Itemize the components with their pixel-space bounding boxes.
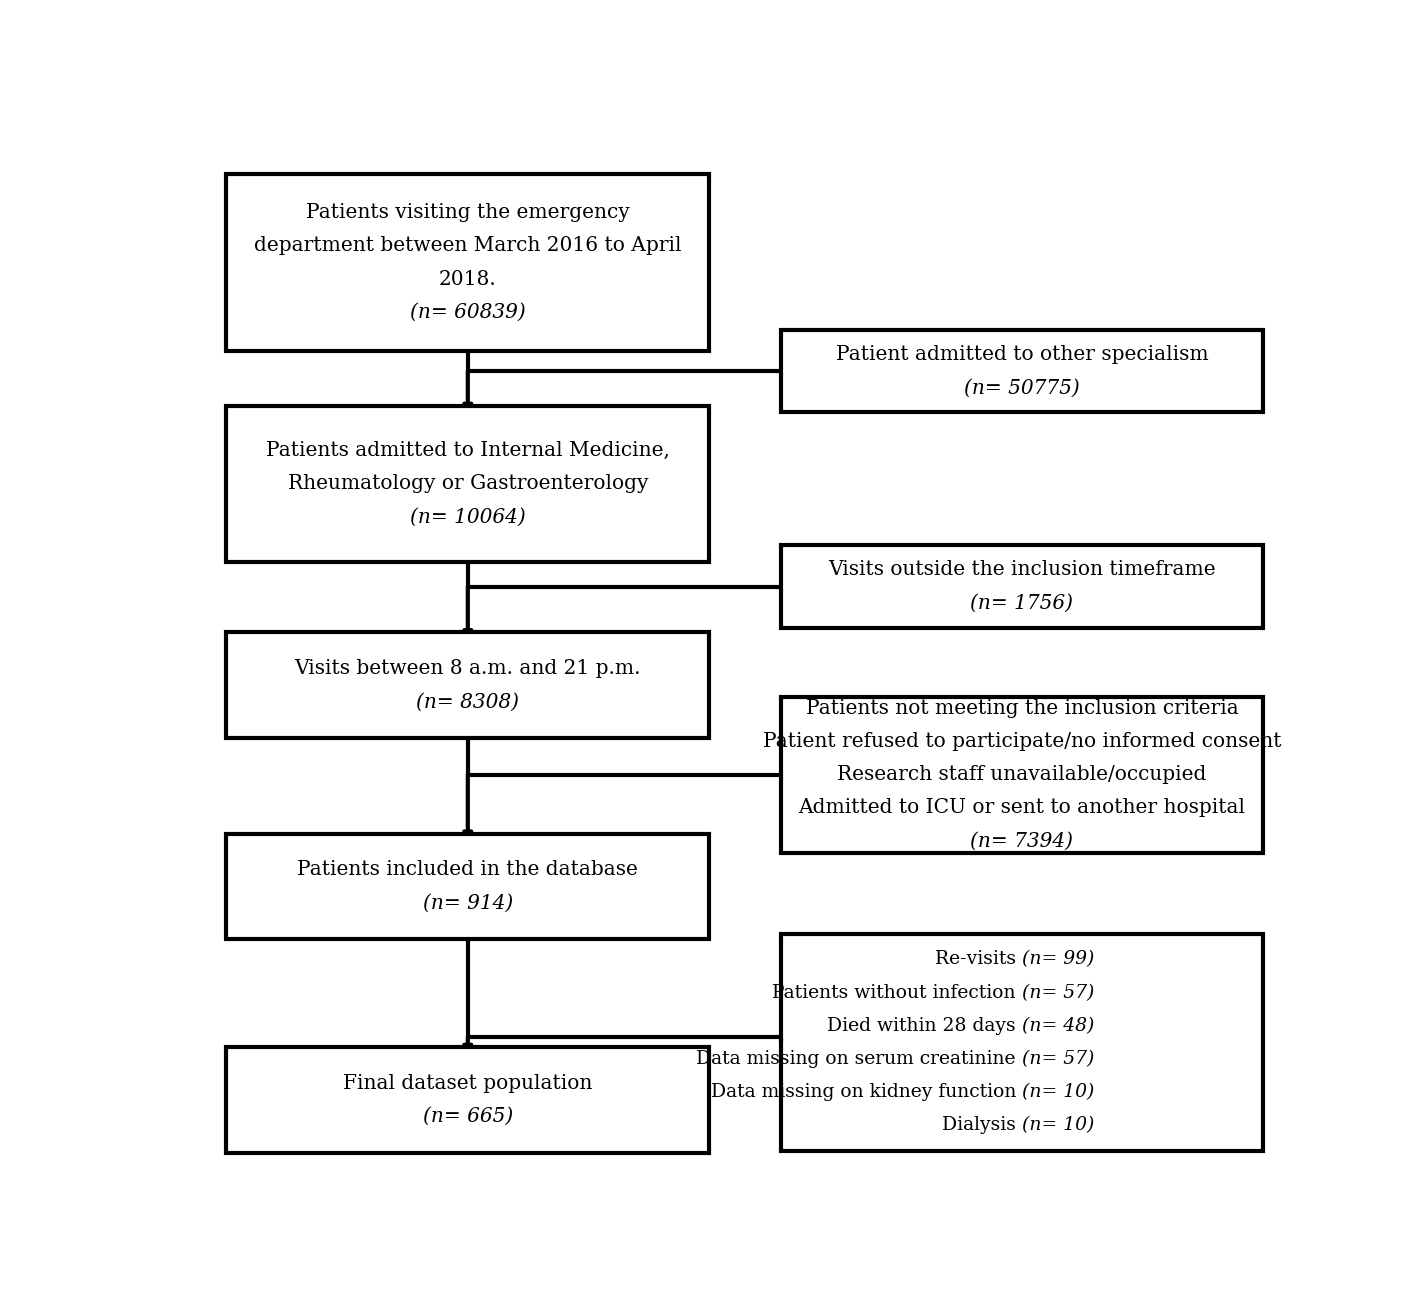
Text: Final dataset population: Final dataset population (343, 1074, 592, 1093)
Text: (n= 914): (n= 914) (423, 894, 513, 912)
Text: 2018.: 2018. (439, 269, 497, 289)
Text: Patients not meeting the inclusion criteria: Patients not meeting the inclusion crite… (806, 699, 1239, 718)
FancyBboxPatch shape (780, 329, 1263, 413)
Text: Patients visiting the emergency: Patients visiting the emergency (306, 203, 630, 222)
FancyBboxPatch shape (227, 633, 709, 738)
Text: (n= 57): (n= 57) (1022, 1050, 1095, 1068)
FancyBboxPatch shape (227, 834, 709, 940)
Text: (n= 10): (n= 10) (1022, 1084, 1095, 1102)
Text: Patients included in the database: Patients included in the database (297, 860, 639, 880)
Text: (n= 10): (n= 10) (1022, 1116, 1095, 1134)
Text: (n= 60839): (n= 60839) (411, 303, 525, 322)
Text: Patient admitted to other specialism: Patient admitted to other specialism (835, 345, 1208, 365)
Text: (n= 8308): (n= 8308) (416, 693, 520, 711)
Text: department between March 2016 to April: department between March 2016 to April (253, 237, 681, 255)
Text: Patients without infection: Patients without infection (773, 984, 1022, 1001)
FancyBboxPatch shape (780, 935, 1263, 1150)
Text: Died within 28 days: Died within 28 days (827, 1017, 1022, 1035)
Text: Visits outside the inclusion timeframe: Visits outside the inclusion timeframe (828, 561, 1216, 579)
Text: (n= 10064): (n= 10064) (411, 507, 525, 527)
Text: (n= 7394): (n= 7394) (970, 831, 1073, 851)
Text: (n= 57): (n= 57) (1022, 984, 1095, 1001)
Text: Visits between 8 a.m. and 21 p.m.: Visits between 8 a.m. and 21 p.m. (295, 659, 641, 678)
FancyBboxPatch shape (227, 1047, 709, 1153)
Text: (n= 48): (n= 48) (1022, 1017, 1095, 1035)
Text: (n= 50775): (n= 50775) (964, 378, 1080, 397)
Text: Rheumatology or Gastroenterology: Rheumatology or Gastroenterology (287, 474, 649, 494)
Text: Research staff unavailable/occupied: Research staff unavailable/occupied (837, 766, 1206, 784)
Text: (n= 665): (n= 665) (423, 1107, 513, 1125)
Text: (n= 1756): (n= 1756) (970, 593, 1073, 613)
FancyBboxPatch shape (780, 697, 1263, 852)
FancyBboxPatch shape (227, 174, 709, 350)
FancyBboxPatch shape (227, 406, 709, 562)
Text: Patient refused to participate/no informed consent: Patient refused to participate/no inform… (763, 732, 1281, 752)
FancyBboxPatch shape (780, 545, 1263, 627)
Text: Data missing on kidney function: Data missing on kidney function (711, 1084, 1022, 1102)
Text: Admitted to ICU or sent to another hospital: Admitted to ICU or sent to another hospi… (799, 799, 1246, 817)
Text: Dialysis: Dialysis (942, 1116, 1022, 1134)
Text: Re-visits: Re-visits (935, 950, 1022, 968)
Text: (n= 99): (n= 99) (1022, 950, 1095, 968)
Text: Data missing on serum creatinine: Data missing on serum creatinine (697, 1050, 1022, 1068)
Text: Patients admitted to Internal Medicine,: Patients admitted to Internal Medicine, (266, 442, 670, 460)
